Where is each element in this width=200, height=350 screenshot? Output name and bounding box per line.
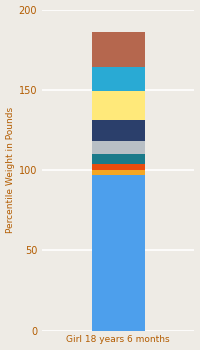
Bar — [92, 141, 145, 154]
Bar — [92, 164, 145, 170]
Bar — [92, 154, 145, 164]
Bar — [92, 170, 145, 175]
Bar — [92, 32, 145, 67]
Bar — [92, 120, 145, 141]
Y-axis label: Percentile Weight in Pounds: Percentile Weight in Pounds — [6, 107, 15, 233]
Bar — [92, 175, 145, 331]
Bar — [92, 67, 145, 91]
Bar — [92, 91, 145, 120]
